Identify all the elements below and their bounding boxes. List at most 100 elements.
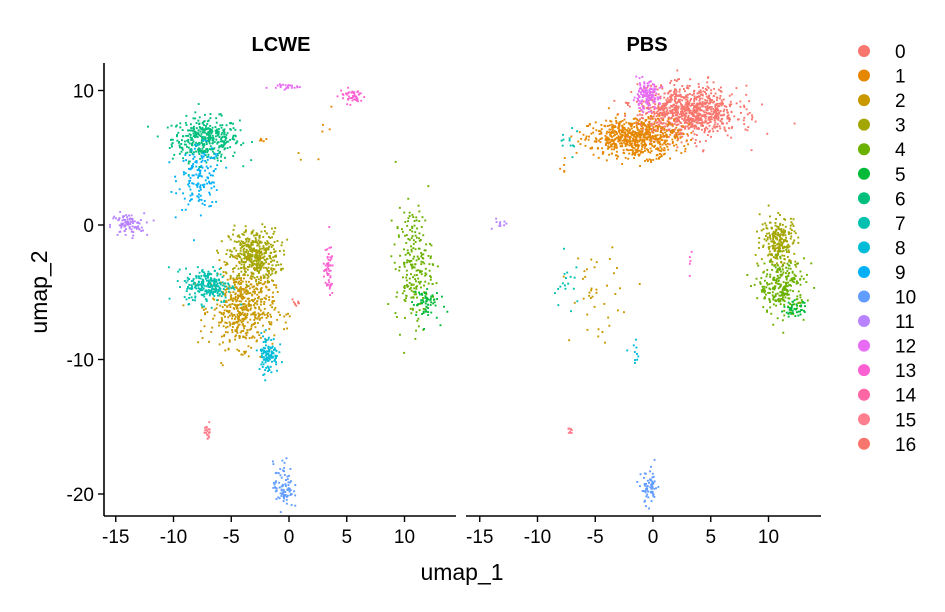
point-cluster-6 xyxy=(188,129,191,132)
point-cluster-9 xyxy=(196,169,199,172)
point-cluster-6 xyxy=(166,126,169,129)
point-cluster-2 xyxy=(253,336,256,339)
point-cluster-3 xyxy=(264,241,267,244)
point-cluster-0 xyxy=(674,128,676,131)
point-cluster-1 xyxy=(617,125,620,128)
point-cluster-5 xyxy=(446,310,449,313)
point-cluster-0 xyxy=(712,95,715,98)
point-cluster-3 xyxy=(776,225,778,228)
point-cluster-0 xyxy=(720,86,722,89)
point-cluster-2 xyxy=(256,300,259,302)
point-cluster-2 xyxy=(238,290,241,293)
legend-label-2: 2 xyxy=(895,91,906,112)
point-cluster-0 xyxy=(700,103,702,106)
point-cluster-4 xyxy=(404,221,407,223)
point-cluster-3 xyxy=(258,257,260,260)
point-cluster-1 xyxy=(633,122,636,125)
point-cluster-0 xyxy=(646,112,648,114)
point-cluster-13 xyxy=(341,93,344,95)
point-cluster-7 xyxy=(195,276,198,279)
point-cluster-1 xyxy=(607,107,610,110)
point-cluster-0 xyxy=(709,106,711,108)
point-cluster-13 xyxy=(355,99,357,101)
point-cluster-7 xyxy=(218,288,221,291)
point-cluster-6 xyxy=(225,141,228,143)
point-cluster-4 xyxy=(415,287,418,290)
point-cluster-3 xyxy=(758,241,761,244)
point-cluster-2 xyxy=(231,315,234,318)
point-cluster-0 xyxy=(678,88,681,91)
point-cluster-4 xyxy=(799,302,802,304)
point-cluster-0 xyxy=(624,101,627,104)
point-cluster-6 xyxy=(224,147,226,150)
point-cluster-11 xyxy=(131,225,134,228)
point-cluster-0 xyxy=(666,97,669,100)
point-cluster-6 xyxy=(236,140,239,143)
point-cluster-7 xyxy=(188,293,191,296)
point-cluster-6 xyxy=(191,138,194,141)
point-cluster-1 xyxy=(654,144,656,147)
point-cluster-0 xyxy=(748,100,751,103)
point-cluster-8 xyxy=(267,370,269,372)
legend-key-4 xyxy=(858,143,870,156)
point-cluster-9 xyxy=(190,167,192,170)
point-cluster-6 xyxy=(175,125,177,128)
point-cluster-3 xyxy=(265,273,268,276)
point-cluster-13 xyxy=(327,274,329,276)
point-cluster-12 xyxy=(298,86,301,88)
point-cluster-3 xyxy=(246,243,249,246)
legend-key-1 xyxy=(858,69,870,82)
point-cluster-0 xyxy=(690,117,692,120)
point-cluster-12 xyxy=(646,95,649,98)
point-cluster-4 xyxy=(763,291,766,294)
point-cluster-1 xyxy=(645,127,648,129)
point-cluster-1 xyxy=(637,153,640,156)
point-cluster-5 xyxy=(443,305,445,308)
point-cluster-9 xyxy=(187,183,190,186)
point-cluster-3 xyxy=(777,232,780,234)
point-cluster-6 xyxy=(195,133,198,136)
point-cluster-12 xyxy=(658,96,661,99)
point-cluster-6 xyxy=(221,139,224,142)
point-cluster-1 xyxy=(610,143,612,146)
point-cluster-7 xyxy=(567,282,570,285)
point-cluster-3 xyxy=(790,235,793,238)
point-cluster-7 xyxy=(183,280,186,282)
point-cluster-3 xyxy=(245,240,248,243)
point-cluster-3 xyxy=(271,244,274,247)
point-cluster-11 xyxy=(123,224,126,227)
point-cluster-0 xyxy=(671,98,674,101)
point-cluster-1 xyxy=(600,137,603,140)
point-cluster-9 xyxy=(214,168,217,170)
point-cluster-0 xyxy=(707,116,710,119)
point-cluster-2 xyxy=(603,303,606,305)
point-cluster-2 xyxy=(263,303,266,305)
point-cluster-12 xyxy=(649,88,651,91)
point-cluster-4 xyxy=(780,274,783,277)
point-cluster-1 xyxy=(661,127,664,130)
point-cluster-2 xyxy=(224,315,226,318)
point-cluster-4 xyxy=(429,275,432,277)
y-axis-title: umap_2 xyxy=(26,250,52,333)
point-cluster-3 xyxy=(774,224,777,227)
point-cluster-2 xyxy=(271,306,273,309)
point-cluster-3 xyxy=(270,243,272,246)
point-cluster-3 xyxy=(779,247,781,250)
point-cluster-2 xyxy=(251,323,253,326)
point-cluster-6 xyxy=(176,134,178,136)
point-cluster-0 xyxy=(714,105,717,108)
point-cluster-3 xyxy=(239,256,241,259)
point-cluster-1 xyxy=(628,137,631,139)
point-cluster-6 xyxy=(182,135,185,138)
point-cluster-0 xyxy=(696,92,699,95)
point-cluster-6 xyxy=(181,146,183,149)
point-cluster-0 xyxy=(697,86,700,88)
point-cluster-5 xyxy=(795,311,798,314)
point-cluster-2 xyxy=(264,281,267,283)
point-cluster-2 xyxy=(268,323,271,325)
point-cluster-6 xyxy=(209,138,212,141)
point-cluster-1 xyxy=(625,142,628,145)
point-cluster-6 xyxy=(186,139,189,142)
point-cluster-1 xyxy=(593,140,596,143)
point-cluster-4 xyxy=(770,282,773,285)
